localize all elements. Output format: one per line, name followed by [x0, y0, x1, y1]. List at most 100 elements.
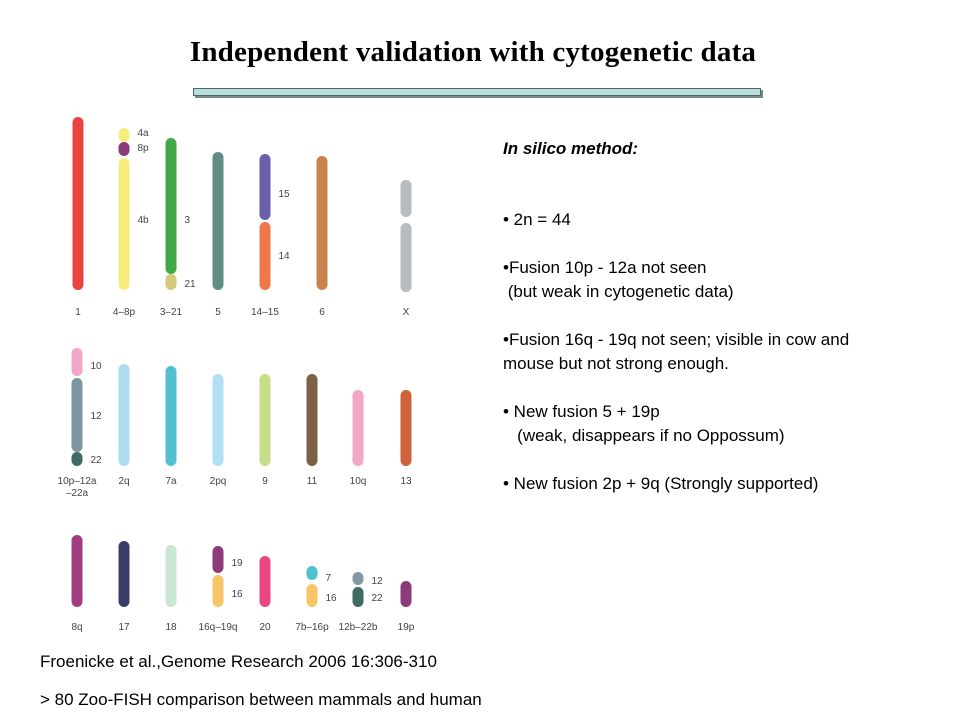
chromosome-segment	[306, 566, 318, 580]
chromosome-segment	[259, 222, 271, 290]
method-panel: In silico method: • 2n = 44 •Fusion 10p …	[503, 137, 953, 496]
chromosome-label: 20	[259, 622, 271, 633]
chromosome: 1	[72, 117, 84, 318]
chromosome-segment	[316, 156, 328, 290]
chromosome: 4a 8p 4b 4–8p	[113, 128, 149, 318]
method-line: (but weak in cytogenetic data)	[503, 282, 734, 301]
chromosome-segment	[165, 545, 177, 607]
chromosome-segment	[118, 128, 130, 142]
band-label: 16	[232, 589, 244, 600]
chromosome-segment	[71, 535, 83, 607]
chromosome-segment	[71, 348, 83, 376]
chromosome: 12 22 12b–22b	[339, 572, 384, 633]
chromosome-label: 2q	[118, 476, 129, 487]
chromosome-segment	[259, 154, 271, 220]
chromosome-segment	[400, 581, 412, 607]
chromosome: 7a	[165, 366, 177, 487]
chromosome: 5	[212, 152, 224, 318]
band-label: 19	[232, 558, 244, 569]
chromosome-label: 13	[400, 476, 412, 487]
band-label: 14	[279, 251, 291, 262]
chromosome: 17	[118, 541, 130, 633]
chromosome-label: 4–8p	[113, 307, 136, 318]
chromosome-segment	[118, 541, 130, 607]
band-label: 8p	[138, 143, 150, 154]
band-label: 12	[372, 576, 384, 587]
method-line: • New fusion 5 + 19p	[503, 402, 660, 421]
chromosome-segment	[259, 556, 271, 607]
chromosome-label: 14–15	[251, 307, 279, 318]
chromosome: 2q	[118, 364, 130, 487]
chromosome-segment	[352, 587, 364, 607]
chromosome: 18	[165, 545, 177, 633]
chromosome-label: 12b–22b	[339, 622, 378, 633]
chromosome-label: 11	[307, 476, 318, 487]
chromosome-segment	[71, 378, 83, 452]
chromosome-segment	[352, 390, 364, 466]
method-line: • New fusion 2p + 9q (Strongly supported…	[503, 474, 819, 493]
band-label: 3	[185, 215, 191, 226]
chromosome-label: 1	[75, 307, 81, 318]
method-line: •Fusion 10p - 12a not seen	[503, 258, 707, 277]
chromosome-segment	[212, 152, 224, 290]
chromosome-label: 19p	[398, 622, 415, 633]
chromosome-label: 9	[262, 476, 268, 487]
band-label: 12	[91, 411, 103, 422]
chromosome-segment	[212, 374, 224, 466]
method-line: • 2n = 44	[503, 210, 571, 229]
chromosome-label: 8q	[71, 622, 82, 633]
chromosome-label: 7a	[165, 476, 177, 487]
chromosome-segment	[212, 546, 224, 573]
band-label: 7	[326, 573, 332, 584]
method-heading: In silico method:	[503, 139, 639, 158]
chromosome-segment	[165, 366, 177, 466]
chromosome-segment	[259, 374, 271, 466]
chromosome: 20	[259, 556, 271, 633]
chromosome-segment	[72, 117, 84, 290]
band-label: 16	[326, 593, 338, 604]
chromosome: 19 16 16q–19q	[199, 546, 244, 633]
slide-title: Independent validation with cytogenetic …	[189, 36, 757, 68]
chromosome: 19p	[398, 581, 415, 633]
chromosome-segment	[118, 158, 130, 290]
chromosome-label: 5	[215, 307, 221, 318]
chromosome-label: 2pq	[210, 476, 227, 487]
band-label: 21	[185, 279, 197, 290]
chromosome-segment	[306, 584, 318, 607]
chromosome: X	[400, 180, 412, 318]
chromosome-segment	[71, 452, 83, 466]
chromosome: 3 21 3–21	[160, 138, 196, 318]
chromosome: 2pq	[210, 374, 227, 487]
chromosome-segment	[118, 364, 130, 466]
chromosome-label: 3–21	[160, 307, 183, 318]
chromosome-label: 17	[118, 622, 130, 633]
chromosome-segment	[212, 575, 224, 607]
method-line: •Fusion 16q - 19q not seen; visible in c…	[503, 330, 850, 349]
chromosome-label: 18	[165, 622, 177, 633]
chromosome-segment	[400, 223, 412, 292]
band-label: 15	[279, 189, 291, 200]
chromosome-label: 7b–16p	[295, 622, 329, 633]
band-label: 4b	[138, 215, 150, 226]
chromosome: 6	[316, 156, 328, 318]
chromosome: 8q	[71, 535, 83, 633]
chromosome-ideogram: 1 4a 8p 4b 4–8p 3 21 3–21 5 15 14 14–15 6 X 10 12 22 10p–…	[58, 117, 415, 633]
chromosome-segment	[118, 142, 130, 156]
title-underline-bar	[193, 88, 761, 96]
chromosome-segment	[306, 374, 318, 466]
chromosome: 10q	[350, 390, 367, 487]
chromosome-label: 10q	[350, 476, 367, 487]
chromosome-label: 16q–19q	[199, 622, 238, 633]
chromosome: 15 14 14–15	[251, 154, 290, 318]
citation-text: Froenicke et al.,Genome Research 2006 16…	[40, 652, 437, 671]
band-label: 22	[91, 455, 103, 466]
chromosome-segment	[400, 180, 412, 217]
chromosome-label: X	[403, 307, 410, 318]
chromosome: 7 16 7b–16p	[295, 566, 337, 633]
chromosome-label: –22a	[66, 488, 89, 499]
chromosome: 9	[259, 374, 271, 487]
chromosome-segment	[400, 390, 412, 466]
band-label: 4a	[138, 128, 150, 139]
chromosome-label: 6	[319, 307, 325, 318]
method-line: mouse but not strong enough.	[503, 354, 729, 373]
